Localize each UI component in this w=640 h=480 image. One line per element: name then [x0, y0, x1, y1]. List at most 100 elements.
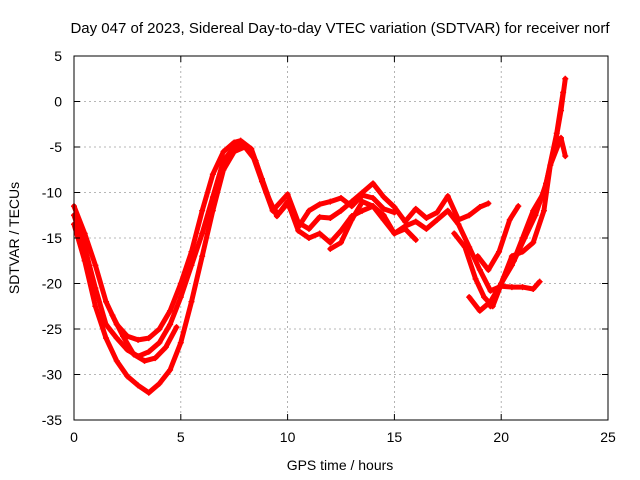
data-point: [231, 148, 238, 155]
data-point: [284, 198, 291, 205]
data-point: [359, 207, 366, 214]
data-point: [412, 205, 419, 212]
data-point: [558, 134, 565, 141]
data-point: [530, 207, 537, 214]
data-point: [220, 157, 227, 164]
data-point: [145, 335, 152, 342]
data-point: [519, 235, 526, 241]
data-point: [423, 225, 430, 232]
data-point: [113, 357, 120, 364]
data-point: [412, 218, 419, 225]
data-point: [188, 298, 195, 305]
data-point: [558, 107, 565, 114]
data-point: [92, 303, 99, 310]
data-point: [423, 214, 430, 221]
data-point: [380, 212, 387, 219]
plot-frame: [73, 55, 609, 421]
data-point: [220, 166, 227, 173]
data-point: [380, 194, 387, 201]
data-point: [487, 303, 494, 310]
data-point: [199, 207, 206, 214]
data-point: [113, 335, 120, 342]
data-point: [370, 203, 377, 210]
data-point: [103, 335, 110, 342]
data-point: [305, 207, 312, 214]
data-point: [434, 216, 441, 223]
data-point: [145, 389, 152, 396]
data-point: [209, 171, 216, 178]
data-point: [135, 336, 142, 343]
data-point: [391, 204, 398, 211]
data-point: [348, 216, 355, 223]
data-point: [145, 348, 152, 355]
series-arc-1: [71, 137, 398, 343]
series-arc-6: [451, 89, 567, 310]
data-point: [284, 191, 291, 198]
data-point: [327, 245, 334, 252]
data-point: [370, 180, 377, 187]
data-point: [177, 294, 184, 301]
data-point: [359, 189, 366, 196]
data-point: [472, 275, 479, 282]
data-point: [327, 198, 334, 205]
data-point: [135, 382, 142, 389]
x-tick-label: 20: [493, 429, 509, 445]
data-point: [434, 209, 441, 216]
data-point: [92, 262, 99, 269]
x-tick-label: 10: [280, 429, 296, 445]
data-point: [305, 225, 312, 232]
data-point: [444, 193, 451, 200]
data-point: [476, 307, 483, 314]
data-point: [199, 253, 206, 260]
data-point: [562, 153, 569, 160]
data-point: [562, 75, 569, 82]
series-line: [71, 140, 491, 359]
data-point: [391, 230, 398, 237]
series-arc-5: [327, 198, 419, 252]
data-point: [188, 262, 195, 269]
x-tick-label: 0: [70, 429, 78, 445]
data-point: [476, 266, 483, 273]
data-point: [370, 194, 377, 201]
data-point: [252, 157, 259, 164]
data-point: [156, 339, 163, 346]
data-point: [519, 248, 526, 255]
data-point: [81, 257, 88, 264]
data-point: [348, 198, 355, 205]
data-point: [305, 235, 312, 241]
data-point: [530, 285, 537, 292]
data-point: [152, 355, 159, 362]
data-point: [103, 298, 110, 305]
data-point: [461, 244, 468, 251]
data-point: [508, 284, 515, 291]
data-point: [338, 227, 344, 234]
data-point: [481, 294, 488, 301]
data-point: [327, 239, 334, 246]
data-point: [444, 207, 451, 214]
x-tick-label: 5: [177, 429, 185, 445]
data-point: [156, 380, 163, 387]
y-tick-label: -30: [42, 367, 62, 383]
data-point: [380, 205, 387, 212]
data-point: [316, 230, 323, 237]
data-point: [338, 194, 344, 201]
data-point: [273, 213, 280, 220]
y-tick-label: -25: [42, 321, 62, 337]
series-arc-4: [109, 312, 180, 364]
data-point: [167, 321, 174, 328]
data-point: [316, 214, 323, 221]
data-point: [402, 225, 409, 232]
data-point: [485, 266, 492, 273]
data-point: [338, 207, 344, 214]
data-point: [316, 201, 323, 208]
data-point: [466, 294, 473, 301]
data-point: [141, 357, 148, 364]
y-tick-label: 0: [54, 94, 62, 110]
series-line: [71, 138, 397, 343]
data-point: [466, 212, 473, 219]
data-point: [241, 144, 248, 150]
y-tick-label: -15: [42, 230, 62, 246]
series-arc-2: [71, 140, 492, 360]
data-point: [451, 230, 458, 237]
data-point: [359, 198, 366, 205]
